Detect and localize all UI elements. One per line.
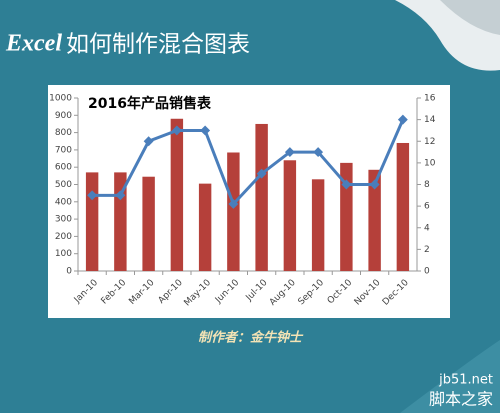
bar [396,142,410,271]
y2-tick-label: 4 [424,223,430,233]
bar [340,162,353,271]
title-prefix: Excel [5,31,62,57]
line-marker [200,125,211,136]
bar [227,152,240,271]
bar [85,172,99,271]
y-tick-label: 500 [55,180,72,190]
y2-tick-label: 14 [424,115,436,125]
line-marker [313,147,324,158]
y2-tick-label: 2 [424,245,430,255]
y-tick-label: 200 [55,232,72,242]
line-marker [115,190,126,201]
bar [198,183,212,271]
corner-decor [400,340,500,413]
y-tick-label: 1000 [49,94,72,104]
line-marker [369,179,380,190]
y2-tick-label: 16 [424,94,436,104]
bar [142,176,155,271]
y-tick-label: 400 [55,197,72,207]
y-tick-label: 900 [55,111,72,121]
line-marker [143,136,154,147]
y-tick-label: 700 [55,145,72,155]
y-tick-label: 300 [55,215,72,225]
line-marker [228,199,239,209]
y2-tick-label: 8 [424,180,430,190]
bar [368,169,381,271]
y2-tick-label: 0 [424,267,430,277]
y-tick-label: 800 [55,128,72,138]
line-marker [341,179,352,190]
page-title: 如何制作混合图表 [66,32,250,58]
line-marker [87,190,98,201]
bar [170,118,184,271]
watermark-site: jb51.net [438,373,493,388]
line-marker [171,125,182,136]
chart-title: 2016年产品销售表 [88,95,212,112]
bar [311,179,325,271]
line-marker [256,168,267,179]
y2-tick-label: 10 [424,158,436,168]
y2-tick-label: 12 [424,137,435,147]
line-marker [284,147,295,158]
watermark-name: 脚本之家 [429,390,493,409]
bar [255,123,268,271]
author: 制作者：金牛钟士 [198,330,304,346]
y2-tick-label: 6 [424,202,430,212]
bar [283,160,297,271]
chart-area [48,85,450,318]
y-tick-label: 600 [55,163,72,173]
y-tick-label: 0 [66,267,72,277]
page-curl-shadow [440,0,500,35]
y-tick-label: 100 [55,249,72,259]
